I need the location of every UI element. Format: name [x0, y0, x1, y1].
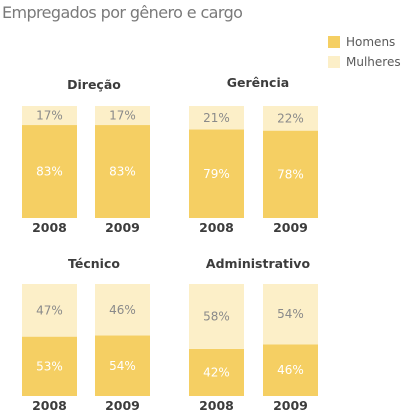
bar-mulheres-2008	[189, 284, 244, 349]
bar-homens-2008	[22, 125, 77, 218]
legend-swatch-mulheres	[328, 56, 340, 68]
legend-label-homens: Homens	[346, 35, 396, 49]
bar-mulheres-2009	[263, 284, 318, 345]
bar-homens-2009	[95, 125, 150, 218]
page-title: Empregados por gênero e cargo	[2, 3, 243, 22]
legend-item-mulheres: Mulheres	[328, 55, 401, 69]
label-mulheres-2008: 17%	[36, 109, 63, 123]
label-homens-2008: 83%	[36, 165, 63, 179]
year-label-2009: 2009	[105, 398, 140, 413]
label-mulheres-2008: 47%	[36, 303, 63, 317]
panel-title-gerencia: Gerência	[227, 75, 289, 90]
panel-administrativo: Administrativo 42% 58% 2008 46% 54% 2009	[189, 256, 318, 413]
label-homens-2009: 54%	[109, 359, 136, 373]
label-homens-2008: 42%	[203, 365, 230, 379]
panel-title-administrativo: Administrativo	[206, 256, 311, 271]
label-homens-2009: 78%	[277, 167, 304, 181]
bar-homens-2008	[189, 129, 244, 218]
bar-homens-2009	[95, 335, 150, 396]
year-label-2008: 2008	[199, 220, 234, 235]
bar-homens-2008	[189, 348, 244, 396]
year-label-2008: 2008	[32, 220, 67, 235]
panel-title-tecnico: Técnico	[68, 256, 120, 271]
year-label-2009: 2009	[273, 398, 308, 413]
panel-direcao: Direção 83% 17% 2008 83% 17% 2009	[22, 77, 150, 235]
year-label-2009: 2009	[273, 220, 308, 235]
bar-homens-2009	[263, 130, 318, 218]
legend-swatch-homens	[328, 36, 340, 48]
label-mulheres-2008: 58%	[203, 309, 230, 323]
label-homens-2009: 83%	[109, 165, 136, 179]
label-mulheres-2009: 22%	[277, 111, 304, 125]
label-mulheres-2008: 21%	[203, 111, 230, 125]
bar-homens-2009	[263, 344, 318, 396]
label-homens-2009: 46%	[277, 363, 304, 377]
label-mulheres-2009: 54%	[277, 307, 304, 321]
panel-title-direcao: Direção	[67, 77, 121, 92]
panel-tecnico: Técnico 53% 47% 2008 54% 46% 2009	[22, 256, 150, 413]
bar-homens-2008	[22, 336, 77, 396]
label-homens-2008: 79%	[203, 167, 230, 181]
bar-mulheres-2008	[189, 106, 244, 130]
label-homens-2008: 53%	[36, 359, 63, 373]
panel-gerencia: Gerência 79% 21% 2008 78% 22% 2009	[189, 75, 318, 235]
year-label-2009: 2009	[105, 220, 140, 235]
bar-mulheres-2009	[95, 106, 150, 126]
legend-item-homens: Homens	[328, 35, 395, 49]
bar-mulheres-2008	[22, 284, 77, 337]
legend-label-mulheres: Mulheres	[346, 55, 401, 69]
label-mulheres-2009: 46%	[109, 303, 136, 317]
year-label-2008: 2008	[32, 398, 67, 413]
label-mulheres-2009: 17%	[109, 109, 136, 123]
bar-mulheres-2009	[263, 106, 318, 131]
bar-mulheres-2008	[22, 106, 77, 126]
year-label-2008: 2008	[199, 398, 234, 413]
bar-mulheres-2009	[95, 284, 150, 336]
